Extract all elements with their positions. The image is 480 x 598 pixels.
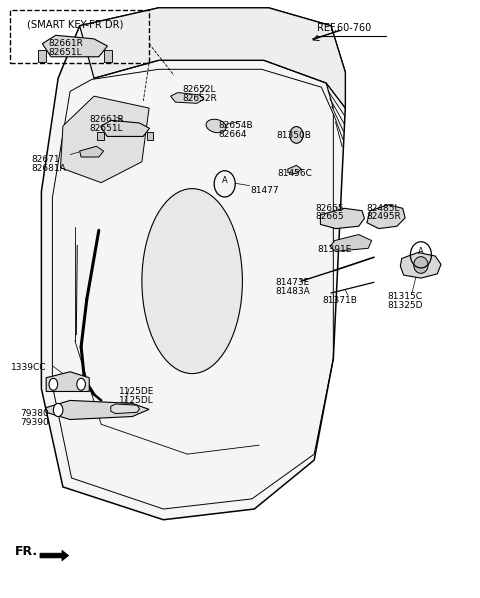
Text: 82681A: 82681A [32, 164, 67, 173]
Text: 81371B: 81371B [323, 296, 357, 305]
Text: 82495R: 82495R [367, 212, 402, 221]
Polygon shape [321, 208, 364, 228]
Text: 82661R: 82661R [89, 115, 124, 124]
Text: A: A [222, 176, 228, 185]
Ellipse shape [290, 127, 303, 144]
Text: 79380: 79380 [20, 410, 48, 419]
Polygon shape [60, 96, 149, 182]
Ellipse shape [142, 188, 242, 374]
Polygon shape [367, 205, 405, 228]
Text: 82651L: 82651L [48, 48, 82, 57]
Text: 1339CC: 1339CC [11, 364, 47, 373]
Text: 81391E: 81391E [318, 245, 352, 254]
Ellipse shape [77, 379, 85, 390]
Polygon shape [111, 404, 140, 414]
Text: 81477: 81477 [251, 185, 279, 194]
Text: 81483A: 81483A [275, 287, 310, 296]
Text: 82655: 82655 [316, 203, 344, 212]
Text: 1125DL: 1125DL [120, 396, 154, 405]
Text: 1125DE: 1125DE [120, 388, 155, 396]
Polygon shape [46, 401, 149, 420]
Ellipse shape [414, 257, 428, 273]
Ellipse shape [49, 379, 58, 390]
Polygon shape [288, 166, 301, 173]
Text: 82654B: 82654B [218, 121, 253, 130]
Polygon shape [330, 234, 372, 251]
Text: FR.: FR. [15, 545, 38, 558]
Text: 82485L: 82485L [367, 203, 400, 212]
Polygon shape [101, 120, 150, 136]
Polygon shape [41, 8, 345, 520]
Text: 79390: 79390 [20, 419, 48, 428]
Text: 82661R: 82661R [48, 39, 84, 48]
Polygon shape [37, 50, 46, 62]
Polygon shape [40, 550, 69, 561]
Text: A: A [418, 248, 424, 257]
Text: 82665: 82665 [316, 212, 344, 221]
Text: 82664: 82664 [218, 130, 247, 139]
Text: 81473E: 81473E [275, 278, 309, 287]
Ellipse shape [53, 404, 63, 417]
Text: 82651L: 82651L [89, 124, 123, 133]
Polygon shape [104, 50, 112, 62]
Polygon shape [400, 252, 441, 278]
Polygon shape [147, 132, 153, 140]
Ellipse shape [206, 119, 226, 133]
Text: 82652R: 82652R [182, 94, 217, 103]
Polygon shape [46, 372, 89, 392]
Polygon shape [97, 132, 104, 140]
Polygon shape [42, 35, 108, 57]
Text: 82671: 82671 [32, 155, 60, 164]
Text: REF.60-760: REF.60-760 [317, 23, 371, 33]
Text: 82652L: 82652L [182, 86, 216, 94]
Text: 81350B: 81350B [276, 131, 311, 140]
Polygon shape [80, 8, 345, 108]
Text: (SMART KEY-FR DR): (SMART KEY-FR DR) [27, 20, 123, 30]
Text: 81456C: 81456C [277, 169, 312, 178]
Text: 81325D: 81325D [387, 301, 423, 310]
Text: 81315C: 81315C [387, 292, 422, 301]
Polygon shape [80, 147, 104, 157]
Polygon shape [170, 93, 204, 103]
